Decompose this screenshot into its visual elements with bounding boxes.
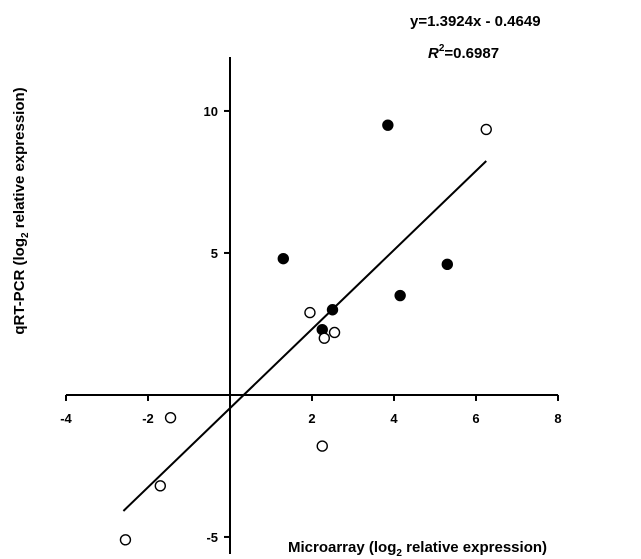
open-point bbox=[164, 411, 177, 424]
x-tick-label: 4 bbox=[390, 411, 398, 426]
r-squared-r: R bbox=[428, 45, 439, 62]
r-squared-value: =0.6987 bbox=[444, 45, 499, 62]
x-ticks: -4 -2 2 4 6 8 bbox=[60, 394, 562, 426]
filled-point bbox=[326, 304, 339, 316]
open-point bbox=[119, 534, 132, 546]
y-tick-label: -5 bbox=[206, 530, 218, 545]
y-axis-title-sub: 2 bbox=[20, 232, 31, 238]
y-tick-label: 5 bbox=[211, 246, 218, 261]
open-point bbox=[328, 326, 341, 339]
x-axis-title-sub: 2 bbox=[396, 548, 402, 559]
regression-line bbox=[122, 160, 487, 512]
y-axis-title: qRT-PCR (log2 relative expression) bbox=[11, 87, 31, 334]
r-squared-sup: 2 bbox=[439, 43, 445, 54]
x-axis-title: Microarray (log2 relative expression) bbox=[288, 539, 547, 559]
x-tick-label: 6 bbox=[472, 411, 479, 426]
x-tick-label: 8 bbox=[554, 411, 561, 426]
data-points bbox=[119, 119, 492, 546]
x-axis-title-prefix: Microarray (log bbox=[288, 539, 396, 556]
filled-point bbox=[394, 289, 406, 302]
x-axis: -4 -2 2 4 6 8 bbox=[60, 393, 562, 426]
filled-point bbox=[441, 258, 453, 271]
y-axis-title-prefix: qRT-PCR (log bbox=[11, 238, 28, 335]
x-axis-title-suffix: relative expression) bbox=[402, 539, 547, 556]
open-point bbox=[316, 440, 328, 452]
y-ticks: -5 5 10 bbox=[204, 104, 230, 545]
y-axis: -5 5 10 bbox=[204, 57, 231, 554]
filled-point bbox=[277, 252, 289, 265]
x-tick-label: 2 bbox=[308, 411, 315, 426]
open-point bbox=[318, 332, 330, 344]
x-tick-label: -2 bbox=[142, 411, 154, 426]
x-tick-label: -4 bbox=[60, 411, 72, 426]
r-squared-label: R2=0.6987 bbox=[428, 43, 499, 62]
y-axis-title-suffix: relative expression) bbox=[11, 87, 28, 232]
filled-point bbox=[382, 119, 394, 131]
regression-equation: y=1.3924x - 0.4649 bbox=[410, 13, 541, 30]
open-point bbox=[154, 480, 167, 492]
open-point bbox=[304, 306, 316, 319]
open-point bbox=[480, 123, 492, 136]
y-tick-label: 10 bbox=[204, 104, 218, 119]
